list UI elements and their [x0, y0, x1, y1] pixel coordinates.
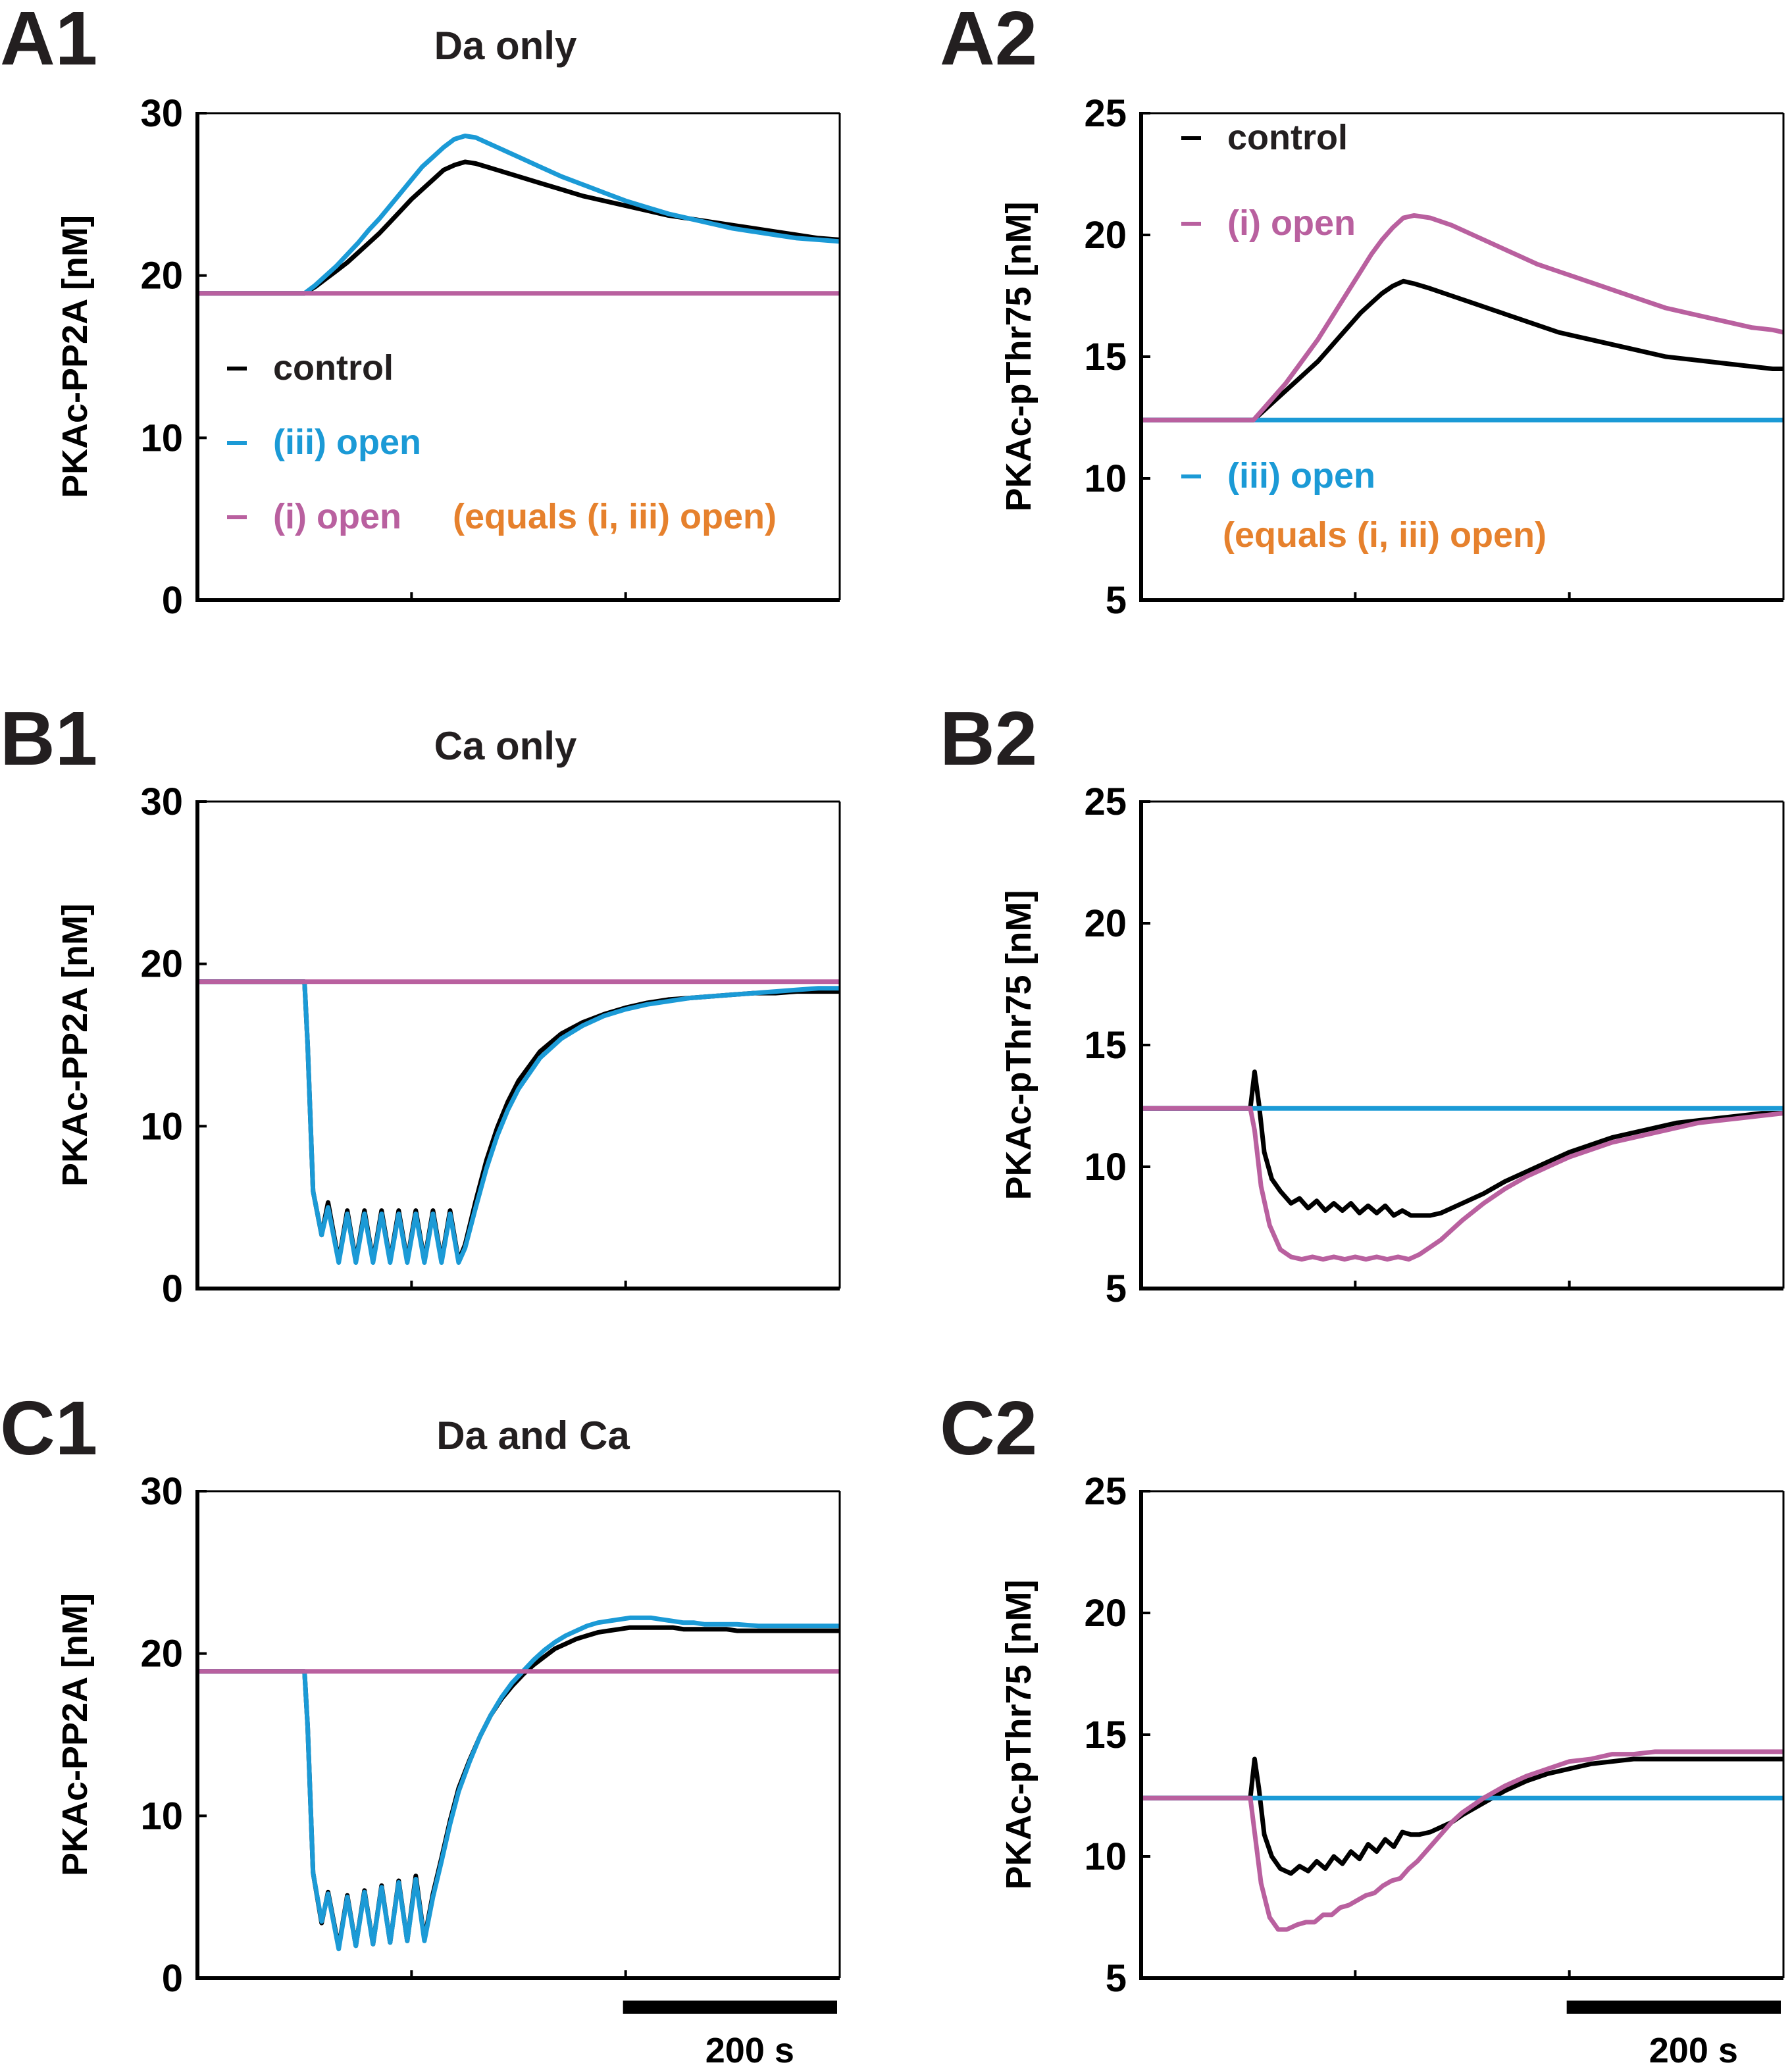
series-group — [1141, 213, 1783, 422]
legend-label-control: control — [1227, 118, 1348, 157]
legend-label-iii-open: (iii) open — [1227, 456, 1375, 496]
y-tick-label: 10 — [140, 417, 183, 459]
y-tick-label: 30 — [140, 1470, 183, 1513]
y-tick-label: 10 — [1084, 1146, 1127, 1188]
y-axis-label: PKAc-pThr75 [nM] — [999, 890, 1038, 1200]
scale-bar-label: 200 s — [1649, 2031, 1738, 2069]
panel-label-a2: A2 — [940, 0, 1037, 81]
annotation-equals: (equals (i, iii) open) — [453, 497, 777, 536]
legend-label-control: control — [273, 348, 394, 388]
panel-a1: A1 Da only 0 10 20 30 PKAc-PP2A [nM] control (ii… — [0, 0, 841, 622]
series-line-iii-open — [197, 134, 840, 296]
panel-b1: B1 Ca only 0 10 20 30 PKAc-PP2A [nM] — [0, 696, 841, 1310]
y-tick-label: 0 — [162, 1267, 183, 1310]
series-line-control — [1141, 1756, 1783, 1876]
series-group — [197, 134, 840, 296]
series-group — [1141, 1069, 1783, 1262]
y-tick-label: 15 — [1084, 1714, 1127, 1756]
y-axis-label: PKAc-PP2A [nM] — [55, 215, 95, 498]
y-tick-label: 10 — [1084, 1835, 1127, 1878]
y-tick-label: 20 — [1084, 214, 1127, 257]
series-group — [197, 1615, 840, 1952]
scale-bar-label: 200 s — [705, 2031, 794, 2069]
panel-label-b1: B1 — [0, 696, 97, 781]
panel-c2: C2 5 10 15 20 25 PKAc-pThr75 [nM] 200 s — [940, 1385, 1785, 2069]
legend-label-i-open: (i) open — [273, 497, 401, 536]
series-line-i-open — [1141, 213, 1783, 422]
y-tick-label: 20 — [1084, 902, 1127, 945]
panel-title: Da and Ca — [436, 1414, 630, 1458]
y-tick-label: 0 — [162, 1957, 183, 2000]
y-tick-label: 10 — [1084, 457, 1127, 500]
legend: control (i) open (iii) open (equals (i, iii… — [1181, 118, 1547, 555]
y-tick-label: 25 — [1084, 92, 1127, 135]
panel-label-a1: A1 — [0, 0, 97, 81]
y-tick-label: 20 — [140, 255, 183, 297]
panel-label-c1: C1 — [0, 1385, 97, 1471]
annotation-equals: (equals (i, iii) open) — [1223, 515, 1547, 555]
legend-label-iii-open: (iii) open — [273, 422, 421, 462]
y-tick-label: 20 — [140, 943, 183, 986]
panel-label-b2: B2 — [940, 696, 1037, 781]
legend-label-i-open: (i) open — [1227, 203, 1356, 243]
y-tick-label: 10 — [140, 1795, 183, 1837]
y-tick-label: 15 — [1084, 336, 1127, 378]
series-group — [1141, 1749, 1783, 1932]
panel-title: Da only — [434, 24, 577, 68]
y-tick-label: 5 — [1106, 1267, 1127, 1310]
series-line-i-open — [1141, 1106, 1783, 1262]
y-tick-label: 5 — [1106, 1957, 1127, 2000]
series-line-control — [1141, 1069, 1783, 1218]
y-tick-label: 15 — [1084, 1024, 1127, 1067]
y-axis-label: PKAc-PP2A [nM] — [55, 904, 95, 1187]
y-tick-label: 25 — [1084, 780, 1127, 823]
series-line-i-open — [1141, 1749, 1783, 1932]
series-line-iii-open — [197, 1615, 840, 1952]
y-tick-label: 20 — [1084, 1592, 1127, 1635]
y-tick-label: 30 — [140, 92, 183, 135]
y-tick-label: 10 — [140, 1105, 183, 1148]
series-line-iii-open — [197, 979, 840, 1265]
series-group — [197, 979, 840, 1265]
y-tick-label: 5 — [1106, 579, 1127, 622]
panel-title: Ca only — [434, 724, 577, 768]
series-line-control — [1141, 278, 1783, 422]
panel-a2: A2 5 10 15 20 25 PKAc-pThr75 [nM] control (i) op… — [940, 0, 1785, 622]
panel-b2: B2 5 10 15 20 25 PKAc-pThr75 [nM] — [940, 696, 1785, 1310]
series-line-control — [197, 979, 840, 1264]
panel-c1: C1 Da and Ca 0 10 20 30 PKAc-PP2A [nM] 200 s — [0, 1385, 841, 2069]
y-tick-label: 20 — [140, 1633, 183, 1675]
y-axis-label: PKAc-PP2A [nM] — [55, 1593, 95, 1876]
y-tick-label: 25 — [1084, 1470, 1127, 1513]
y-axis-label: PKAc-pThr75 [nM] — [999, 202, 1038, 512]
y-tick-label: 0 — [162, 579, 183, 622]
y-tick-label: 30 — [140, 780, 183, 823]
legend: control (iii) open (i) open (equals (i, iii… — [227, 348, 777, 536]
y-axis-label: PKAc-pThr75 [nM] — [999, 1580, 1038, 1890]
series-line-control — [197, 159, 840, 296]
panel-label-c2: C2 — [940, 1385, 1037, 1471]
